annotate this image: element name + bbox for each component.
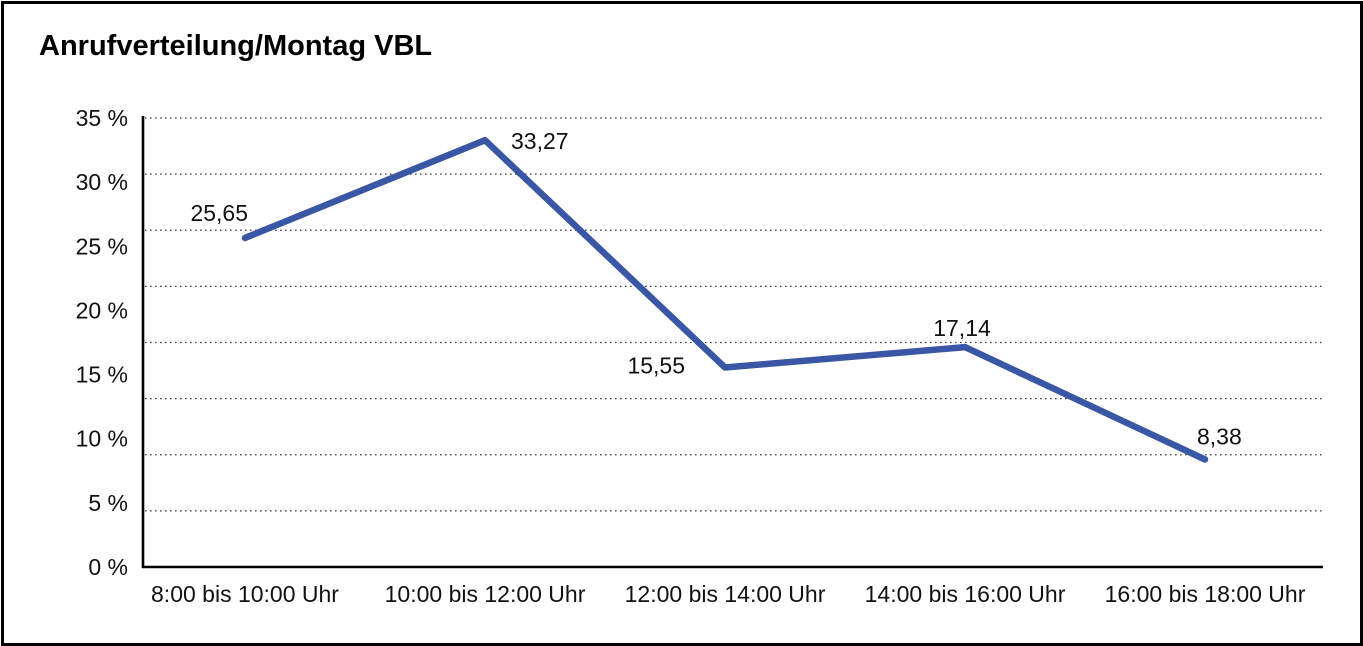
y-axis-tick-label: 0 %: [88, 554, 128, 580]
chart-title: Anrufverteilung/Montag VBL: [39, 30, 433, 62]
x-axis-tick-label: 12:00 bis 14:00 Uhr: [625, 581, 826, 607]
data-point-label: 33,27: [511, 128, 569, 154]
y-axis-tick-label: 10 %: [76, 426, 128, 452]
y-axis-tick-label: 5 %: [88, 490, 128, 516]
data-point-label: 15,55: [627, 353, 685, 379]
series-layer: [241, 136, 1209, 463]
x-axis-tick-label: 16:00 bis 18:00 Uhr: [1105, 581, 1306, 607]
y-axis-tick-label: 25 %: [76, 233, 128, 259]
data-point-label: 25,65: [190, 200, 248, 226]
y-axis-tick-label: 30 %: [76, 169, 128, 195]
data-line: [241, 136, 1209, 463]
x-axis-tick-label: 10:00 bis 12:00 Uhr: [385, 581, 586, 607]
y-axis-tick-label: 20 %: [76, 297, 128, 323]
data-point-label: 17,14: [933, 315, 991, 341]
y-axis-tick-label: 35 %: [76, 105, 128, 131]
x-axis-tick-label: 14:00 bis 16:00 Uhr: [865, 581, 1066, 607]
label-layer: 35 % 30 % 25 % 20 % 15 % 10 % 5 % 0 % 8:00 bis 1…: [76, 105, 1306, 607]
data-point-label: 8,38: [1197, 423, 1242, 449]
x-axis-tick-label: 8:00 bis 10:00 Uhr: [151, 581, 339, 607]
axis-layer: [141, 116, 1323, 569]
y-axis-tick-label: 15 %: [76, 362, 128, 388]
gridline-layer: [145, 117, 1323, 512]
